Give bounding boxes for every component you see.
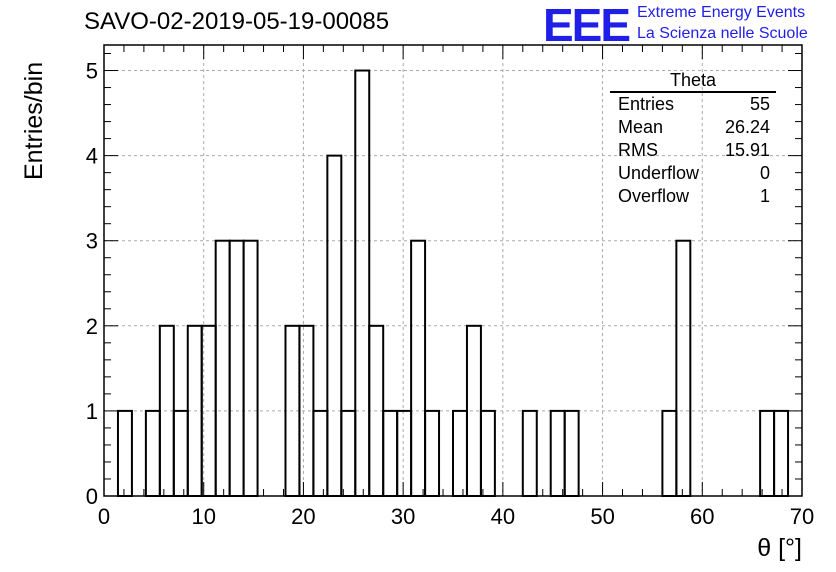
stats-label: Entries (618, 94, 675, 114)
x-tick-label: 10 (191, 504, 215, 529)
x-tick-label: 60 (690, 504, 714, 529)
logo-line-1: Extreme Energy Events (637, 4, 806, 21)
histogram-bin (354, 69, 371, 498)
histogram-bin (452, 409, 468, 498)
y-tick-label: 3 (86, 229, 98, 254)
histogram-bin (228, 239, 245, 497)
stats-value: 1 (759, 186, 770, 206)
stats-label: Mean (618, 117, 664, 137)
x-tick-label: 50 (590, 504, 614, 529)
stats-row: Underflow 0 (610, 162, 776, 185)
stats-row: Mean 26.24 (610, 116, 776, 139)
stats-value: 26.24 (724, 117, 770, 137)
x-tick-label: 30 (391, 504, 415, 529)
stats-row: Entries 55 (610, 93, 776, 116)
x-axis-label: θ [°] (757, 534, 802, 562)
stats-label: Overflow (618, 186, 690, 206)
y-tick-label: 4 (86, 144, 98, 169)
stats-title: Theta (610, 70, 776, 93)
y-tick-label: 2 (86, 314, 98, 339)
histogram-bin (521, 409, 538, 498)
plot-frame (103, 44, 803, 497)
stats-value: 55 (749, 94, 770, 114)
histogram-bin (661, 409, 678, 498)
histogram-bin (144, 409, 161, 498)
y-axis-label: Entries/bin (20, 61, 48, 180)
x-tick-label: 20 (291, 504, 315, 529)
y-tick-label: 5 (86, 59, 98, 84)
logo-line-2: La Scienza nelle Scuole (637, 25, 808, 42)
eee-logo: EEE (543, 0, 631, 51)
histogram-bin (424, 409, 441, 498)
histogram-bin (410, 239, 427, 497)
x-tick-label: 40 (491, 504, 515, 529)
histogram-bin (312, 409, 329, 498)
histogram-bin (340, 409, 357, 498)
x-tick-label: 0 (98, 504, 110, 529)
histogram-bin (479, 409, 496, 498)
histogram-bin (298, 324, 315, 497)
histogram-bin (773, 409, 790, 498)
stats-label: Underflow (618, 163, 700, 183)
stats-row: Overflow 1 (610, 185, 776, 208)
stats-box: Theta Entries 55 Mean 26.24 RMS 15.91 Un… (610, 70, 776, 208)
chart-title: SAVO-02-2019-05-19-00085 (84, 8, 390, 35)
y-tick-label: 1 (86, 399, 98, 424)
stats-value: 15.91 (724, 140, 770, 160)
histogram-bin (396, 409, 413, 498)
histogram-bin (563, 409, 580, 498)
histogram-bin (382, 409, 399, 498)
histogram-bin (675, 239, 692, 497)
x-tick-label: 70 (790, 504, 814, 529)
y-tick-label: 0 (86, 484, 98, 509)
stats-row: RMS 15.91 (610, 139, 776, 162)
histogram-bin (242, 239, 259, 497)
histogram-bin (549, 409, 566, 498)
histogram-bin (214, 239, 231, 497)
histogram-bin (172, 409, 189, 498)
stats-value: 0 (759, 163, 770, 183)
histogram-bin (116, 409, 133, 498)
histogram-bin (759, 409, 776, 498)
stats-label: RMS (618, 140, 658, 160)
